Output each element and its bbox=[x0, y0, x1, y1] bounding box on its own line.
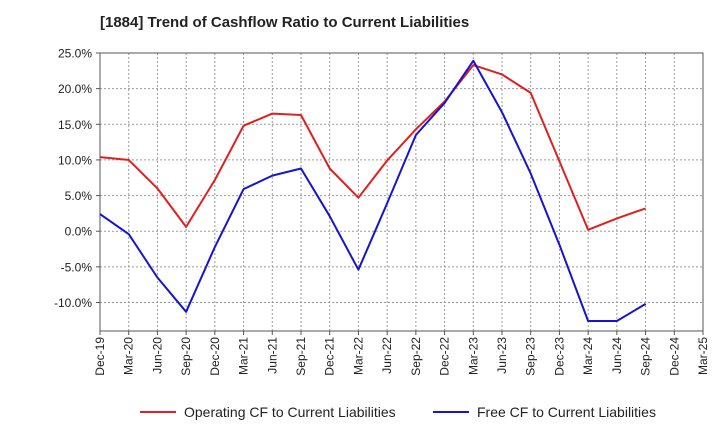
x-tick-label: Sep-22 bbox=[409, 337, 423, 376]
x-tick-label: Sep-24 bbox=[639, 337, 653, 376]
x-tick-label: Dec-20 bbox=[208, 337, 222, 376]
y-tick-label: 10.0% bbox=[58, 153, 92, 167]
x-tick-label: Jun-22 bbox=[380, 337, 394, 374]
legend-label-free-cf: Free CF to Current Liabilities bbox=[477, 404, 656, 420]
y-tick-label: 15.0% bbox=[58, 118, 92, 132]
y-tick-label: -10.0% bbox=[54, 296, 92, 310]
x-tick-label: Dec-24 bbox=[667, 337, 681, 376]
x-tick-label: Mar-24 bbox=[581, 337, 595, 375]
x-tick-label: Mar-25 bbox=[696, 337, 710, 375]
y-tick-label: -5.0% bbox=[61, 260, 93, 274]
chart-plot: 25.0% 20.0% 15.0% 10.0% 5.0% 0.0% -5.0% -10.0% D… bbox=[54, 47, 710, 376]
chart-title: [1884] Trend of Cashflow Ratio to Curren… bbox=[100, 14, 470, 31]
legend-swatch-free-cf bbox=[433, 411, 469, 413]
x-tick-label: Jun-24 bbox=[610, 337, 624, 374]
x-tick-label: Dec-19 bbox=[93, 337, 107, 376]
x-tick-label: Dec-23 bbox=[552, 337, 566, 376]
x-tick-label: Jun-23 bbox=[495, 337, 509, 374]
chart-legend: Operating CF to Current Liabilities Free… bbox=[0, 404, 720, 428]
x-tick-label: Mar-20 bbox=[122, 337, 136, 375]
x-tick-label: Jun-20 bbox=[150, 337, 164, 374]
x-tick-label: Dec-22 bbox=[438, 337, 452, 376]
series-line-0 bbox=[99, 64, 646, 231]
x-tick-label: Mar-22 bbox=[351, 337, 365, 375]
plot-frame bbox=[99, 52, 704, 332]
legend-swatch-operating-cf bbox=[140, 411, 176, 413]
series-line-1 bbox=[99, 59, 647, 322]
x-tick-label: Sep-20 bbox=[179, 337, 193, 376]
y-tick-label: 0.0% bbox=[65, 225, 93, 239]
x-tick-label: Mar-23 bbox=[466, 337, 480, 375]
x-tick-label: Jun-21 bbox=[265, 337, 279, 374]
y-tick-label: 20.0% bbox=[58, 82, 92, 96]
x-tick-label: Sep-21 bbox=[294, 337, 308, 376]
x-tick-label: Dec-21 bbox=[323, 337, 337, 376]
legend-item-free-cf: Free CF to Current Liabilities bbox=[433, 404, 656, 420]
legend-item-operating-cf: Operating CF to Current Liabilities bbox=[140, 404, 396, 420]
x-tick-label: Sep-23 bbox=[524, 337, 538, 376]
legend-label-operating-cf: Operating CF to Current Liabilities bbox=[184, 404, 396, 420]
y-tick-label: 25.0% bbox=[58, 47, 92, 61]
x-tick-label: Mar-21 bbox=[237, 337, 251, 375]
y-tick-label: 5.0% bbox=[65, 189, 93, 203]
